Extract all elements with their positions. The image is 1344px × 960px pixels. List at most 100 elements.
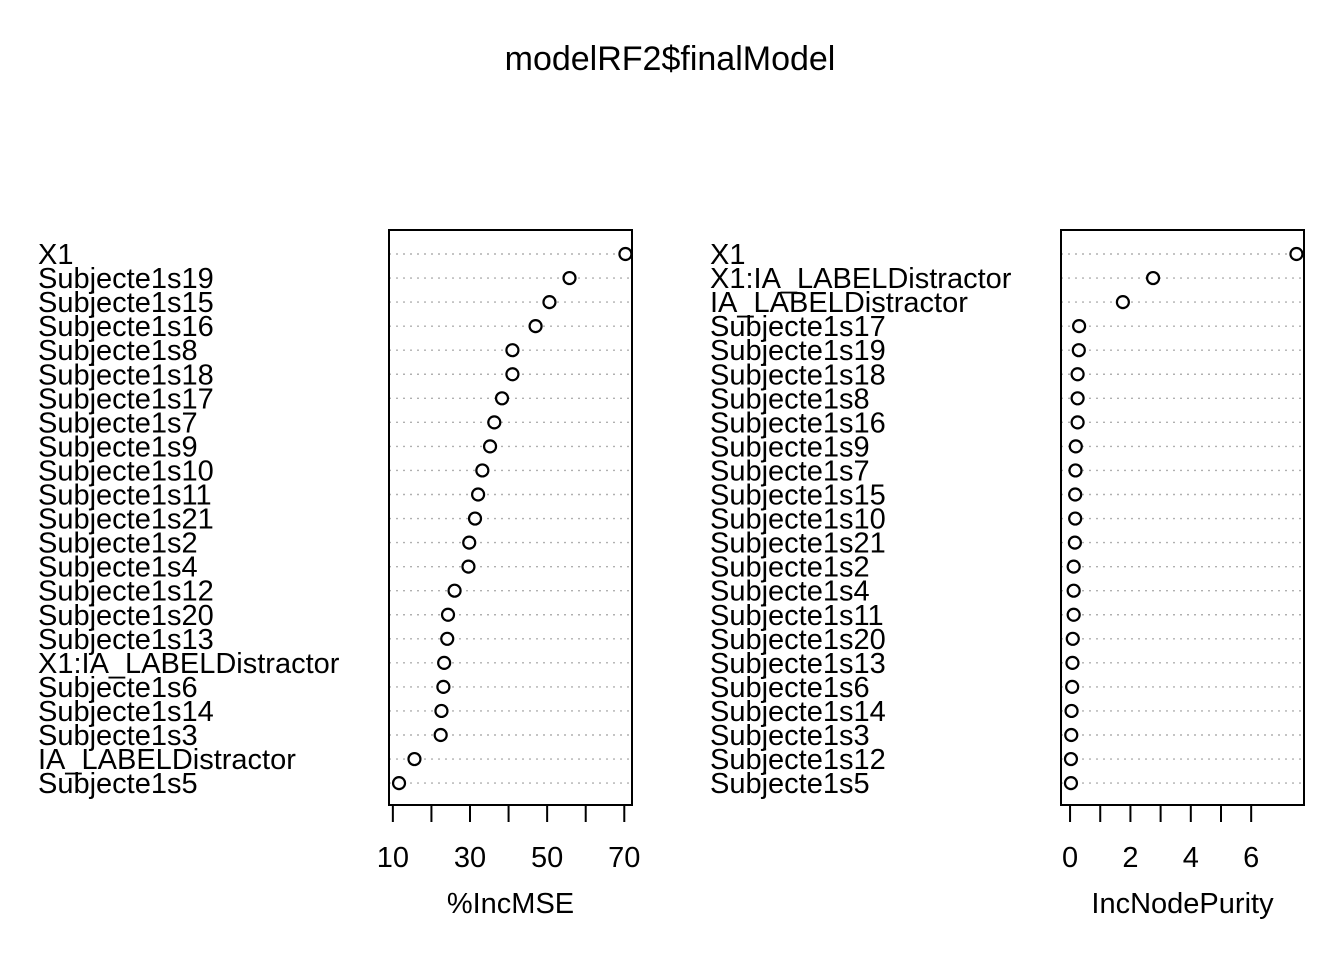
category-label: Subjecte1s2 [710,552,870,584]
x-tick-label: 4 [1183,842,1199,874]
category-label: Subjecte1s7 [710,455,870,487]
category-label: Subjecte1s10 [710,504,886,536]
x-tick-label: 2 [1122,842,1138,874]
data-point [475,463,490,478]
data-point [1068,511,1083,526]
category-label: Subjecte1s21 [710,528,886,560]
data-point [1066,607,1081,622]
data-point [1072,319,1087,334]
category-label: Subjecte1s4 [710,576,870,608]
category-label: Subjecte1s20 [710,624,886,656]
data-point [1289,246,1304,262]
data-point [1071,343,1086,358]
x-tick-label: 70 [608,842,640,874]
dotchart-panel-2: X1X1:IA_LABELDistractorIA_LABELDistracto… [710,229,1305,920]
category-label: Subjecte1s6 [710,672,870,704]
category-label: IA_LABELDistractor [38,744,296,776]
plot-frame [388,229,633,806]
category-label: X1 [710,239,745,271]
data-point [407,751,422,767]
x-axis-label: %IncMSE [447,888,574,920]
category-label: Subjecte1s13 [710,648,886,680]
data-point [505,343,520,358]
data-point [440,631,455,646]
data-point [434,703,449,719]
data-point [1065,655,1080,670]
data-point [471,487,486,502]
category-label: X1:IA_LABELDistractor [38,648,340,680]
category-label: Subjecte1s16 [710,407,886,439]
category-label: Subjecte1s10 [38,455,214,487]
data-point [528,319,543,334]
x-tick-label: 50 [531,842,563,874]
category-label: Subjecte1s14 [710,696,886,728]
category-label: Subjecte1s8 [38,335,198,367]
category-label: IA_LABELDistractor [710,287,968,319]
data-point [1063,775,1079,791]
data-point [562,270,577,286]
data-point [542,295,557,310]
x-tick-label: 6 [1243,842,1259,874]
data-point [1064,727,1079,743]
x-tick-label: 0 [1062,842,1078,874]
category-label: Subjecte1s18 [710,359,886,391]
category-label: Subjecte1s13 [38,624,214,656]
category-label: Subjecte1s19 [38,263,214,295]
data-point [1068,439,1083,454]
data-point [1068,463,1083,478]
dotchart-panel-1: X1Subjecte1s19Subjecte1s15Subjecte1s16Su… [38,229,640,920]
x-tick-label: 30 [454,842,486,874]
data-point [618,246,633,262]
chart-title: modelRF2$finalModel [505,40,836,78]
data-point [447,583,462,598]
data-point [1066,583,1081,598]
category-label: Subjecte1s19 [710,335,886,367]
data-point [1115,295,1130,310]
category-label: Subjecte1s6 [38,672,198,704]
data-point [1070,415,1085,430]
category-label: Subjecte1s15 [38,287,214,319]
category-label: Subjecte1s8 [710,383,870,415]
category-label: Subjecte1s9 [710,431,870,463]
category-label: Subjecte1s21 [38,504,214,536]
category-label: Subjecte1s9 [38,431,198,463]
category-label: Subjecte1s14 [38,696,214,728]
category-label: X1:IA_LABELDistractor [710,263,1012,295]
data-point [1070,391,1085,406]
data-point [487,415,502,430]
category-label: Subjecte1s3 [38,720,198,752]
data-point [1145,270,1161,286]
category-label: X1 [38,239,73,271]
category-label: Subjecte1s4 [38,552,198,584]
data-point [391,775,407,791]
category-label: Subjecte1s11 [38,480,212,512]
category-label: Subjecte1s17 [38,383,214,415]
category-label: Subjecte1s18 [38,359,214,391]
category-label: Subjecte1s15 [710,480,886,512]
data-point [1068,487,1083,502]
data-point [437,655,452,670]
data-point [433,727,448,743]
data-point [482,439,498,454]
data-point [1063,751,1079,767]
data-point [436,679,451,695]
category-label: Subjecte1s5 [38,768,198,800]
data-point [1064,703,1079,719]
category-label: Subjecte1s17 [710,311,886,343]
category-label: Subjecte1s7 [38,407,198,439]
data-point [462,535,477,550]
category-label: Subjecte1s3 [710,720,870,752]
data-point [440,607,456,622]
data-point [1067,535,1082,550]
data-point [1065,631,1080,646]
data-point [494,391,510,406]
category-label: Subjecte1s16 [38,311,214,343]
plot-frame [1060,229,1305,806]
data-point [467,511,483,526]
x-axis-label: IncNodePurity [1091,888,1274,920]
data-point [1066,559,1081,574]
category-label: Subjecte1s12 [38,576,214,608]
category-label: Subjecte1s5 [710,768,870,800]
category-label: Subjecte1s2 [38,528,198,560]
